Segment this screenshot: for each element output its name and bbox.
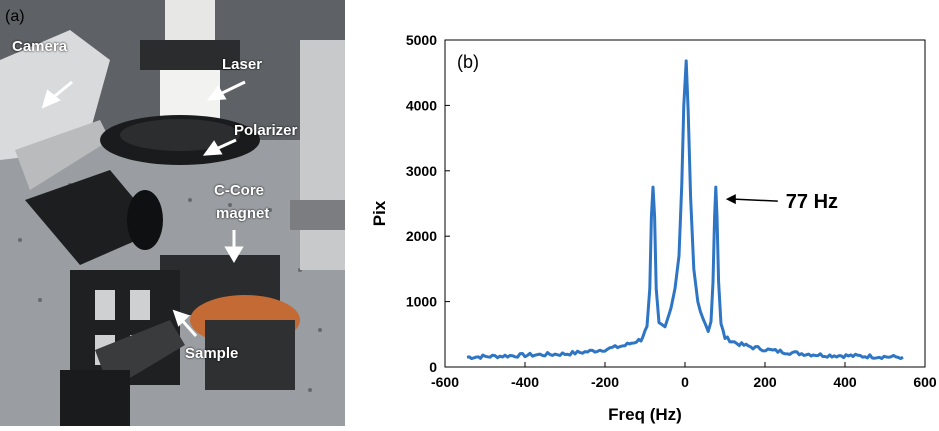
spectrum-chart: -600 -400 -200 0 200 400 600 0 1000 2000 3000 4000 5… [370, 32, 937, 424]
panel-a-letter: (a) [5, 8, 25, 25]
y-tick-label: 3000 [406, 163, 437, 179]
magnet-label-line2: magnet [216, 205, 270, 222]
x-tick-label: 400 [833, 374, 857, 390]
polarizer-label: Polarizer [234, 122, 298, 139]
x-tick-label: 200 [753, 374, 777, 390]
annotation-label: 77 Hz [786, 191, 838, 213]
axis-ticks: -600 -400 -200 0 200 400 600 0 1000 2000 3000 4000 5… [406, 32, 937, 390]
y-tick-label: 5000 [406, 32, 437, 48]
setup-photo-panel: (a) Camera Laser Polarizer C-Core magnet… [0, 0, 345, 426]
annotation-arrow-head [725, 194, 736, 205]
panel-b-letter: (b) [457, 52, 479, 72]
spectrum-series-line [466, 59, 904, 361]
x-tick-label: -200 [591, 374, 619, 390]
x-axis-label: Freq (Hz) [608, 405, 682, 424]
y-tick-label: 0 [429, 359, 437, 375]
magnet-label-line1: C-Core [214, 182, 265, 199]
setup-photo [0, 0, 345, 426]
laser-label: Laser [222, 56, 263, 73]
camera-label: Camera [12, 38, 68, 55]
peak-annotation: 77 Hz [725, 191, 838, 213]
label-arrows [41, 80, 246, 337]
sample-label: Sample [185, 345, 239, 362]
y-tick-label: 4000 [406, 97, 437, 113]
x-tick-label: -600 [431, 374, 459, 390]
spectrum-chart-panel: -600 -400 -200 0 200 400 600 0 1000 2000 3000 4000 5… [345, 0, 939, 426]
x-tick-label: -400 [511, 374, 539, 390]
x-tick-label: 600 [913, 374, 937, 390]
annotation-arrow-line [733, 198, 778, 202]
x-tick-label: 0 [681, 374, 689, 390]
y-tick-label: 2000 [406, 228, 437, 244]
y-tick-label: 1000 [406, 294, 437, 310]
y-axis-label: Pix [370, 200, 389, 226]
